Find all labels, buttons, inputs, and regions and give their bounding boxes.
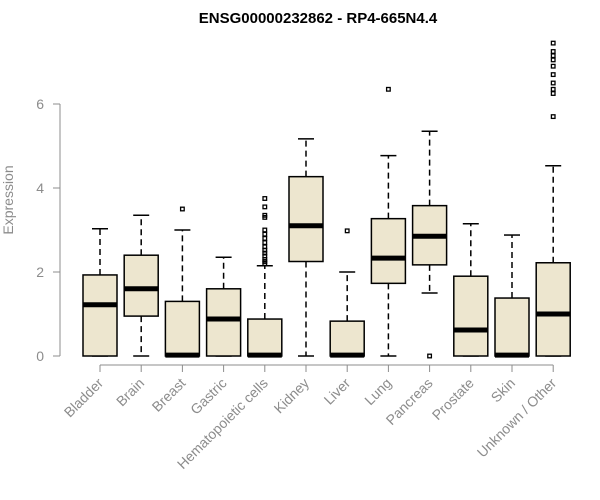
box-breast [164, 206, 201, 358]
iqr-box [370, 217, 407, 285]
outlier-point [550, 114, 556, 120]
outlier-point [550, 40, 556, 46]
iqr-box [164, 300, 201, 357]
y-tick-label: 4 [36, 180, 44, 196]
outlier-point [550, 53, 556, 59]
box-kidney [288, 138, 324, 357]
outlier-point [550, 57, 556, 63]
outlier-point [550, 91, 556, 96]
y-axis-label: Expression [0, 165, 16, 234]
iqr-box [494, 297, 530, 357]
box-prostate [453, 222, 489, 357]
iqr-box [82, 274, 118, 357]
iqr-box [205, 288, 242, 357]
x-tick-label: Skin [488, 375, 519, 406]
outlier-point [550, 72, 556, 78]
box-hematopoietic-cells [247, 196, 283, 358]
outlier-point [550, 80, 556, 86]
outlier-point [262, 204, 268, 210]
outlier-point [262, 253, 268, 259]
box-unknown-other [535, 40, 571, 357]
box-bladder [82, 227, 118, 357]
box-brain [123, 214, 159, 357]
x-tick-label: Liver [321, 375, 354, 408]
box-lung [370, 86, 407, 357]
outlier-point [344, 228, 350, 234]
y-axis: 0 2 4 6 [36, 96, 61, 364]
box-pancreas [411, 130, 448, 359]
y-tick-label: 6 [36, 96, 44, 112]
outlier-point [550, 86, 556, 92]
outlier-point [179, 206, 185, 212]
y-tick-label: 0 [36, 348, 44, 364]
x-tick-label: Brain [113, 375, 147, 409]
chart-title: ENSG00000232862 - RP4-665N4.4 [199, 10, 438, 27]
x-tick-label: Lung [361, 375, 394, 408]
box-liver [329, 228, 365, 358]
outlier-point [427, 353, 433, 359]
x-tick-label: Bladder [61, 375, 107, 421]
outlier-point [262, 240, 268, 246]
outlier-point [262, 227, 268, 233]
outlier-point [262, 212, 268, 218]
outlier-point [262, 231, 268, 237]
x-tick-label: Prostate [429, 375, 477, 423]
boxes-group [82, 40, 571, 359]
box-gastric [205, 256, 242, 357]
outlier-point [262, 196, 268, 201]
iqr-box [247, 318, 283, 357]
y-tick-label: 2 [36, 264, 44, 280]
iqr-box [535, 262, 571, 357]
x-tick-label: Breast [149, 375, 189, 415]
outlier-point [262, 250, 268, 256]
outlier-point [385, 86, 391, 92]
iqr-box [453, 275, 489, 357]
outlier-point [262, 235, 268, 241]
outlier-point [262, 244, 268, 250]
outlier-point [550, 63, 556, 69]
iqr-box [329, 320, 365, 357]
box-skin [494, 234, 530, 358]
outlier-point [550, 49, 556, 54]
iqr-box [288, 175, 324, 263]
iqr-box [123, 254, 159, 317]
x-tick-label: Kidney [271, 375, 313, 417]
